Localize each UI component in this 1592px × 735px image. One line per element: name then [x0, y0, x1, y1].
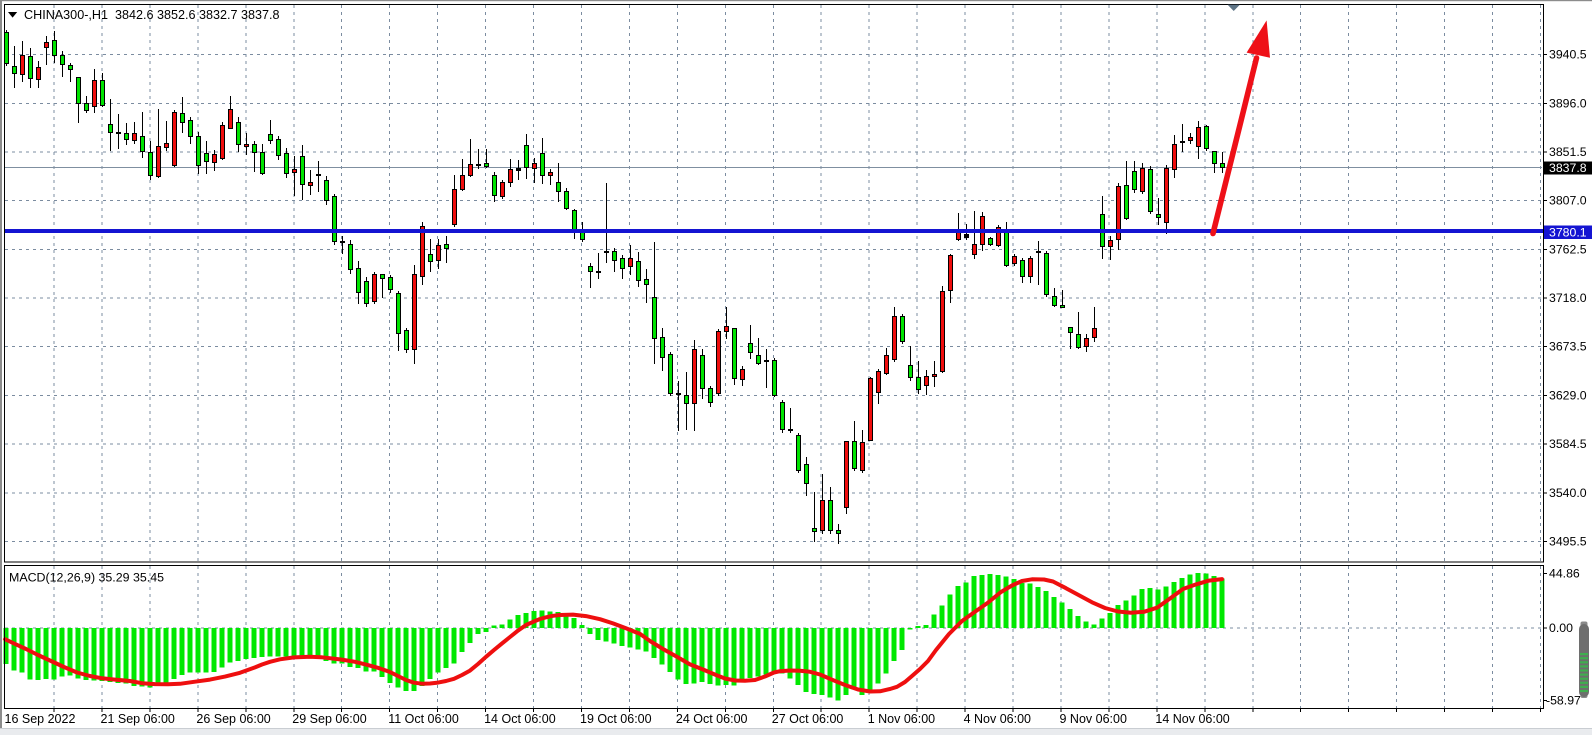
svg-text:-58.97: -58.97	[1546, 693, 1581, 707]
svg-text:3837.8: 3837.8	[1549, 161, 1587, 175]
svg-text:3807.0: 3807.0	[1549, 194, 1587, 208]
svg-text:0.00: 0.00	[1549, 621, 1573, 635]
svg-text:11 Oct 06:00: 11 Oct 06:00	[388, 712, 459, 726]
svg-text:3896.0: 3896.0	[1549, 96, 1587, 110]
svg-text:3851.5: 3851.5	[1549, 145, 1587, 159]
svg-text:CHINA300-,H1 3842.6 3852.6 38: CHINA300-,H1 3842.6 3852.6 3832.7 3837.8	[24, 8, 280, 22]
svg-text:9 Nov 06:00: 9 Nov 06:00	[1060, 712, 1127, 726]
svg-text:1 Nov 06:00: 1 Nov 06:00	[868, 712, 935, 726]
svg-text:21 Sep 06:00: 21 Sep 06:00	[101, 712, 175, 726]
svg-text:27 Oct 06:00: 27 Oct 06:00	[772, 712, 844, 726]
svg-text:MACD(12,26,9) 35.29 35.45: MACD(12,26,9) 35.29 35.45	[9, 571, 164, 585]
svg-text:3495.5: 3495.5	[1549, 535, 1587, 549]
svg-text:44.86: 44.86	[1549, 567, 1580, 581]
svg-text:29 Sep 06:00: 29 Sep 06:00	[292, 712, 366, 726]
svg-text:4 Nov 06:00: 4 Nov 06:00	[964, 712, 1031, 726]
svg-text:14 Nov 06:00: 14 Nov 06:00	[1155, 712, 1229, 726]
svg-text:3540.0: 3540.0	[1549, 486, 1587, 500]
svg-text:24 Oct 06:00: 24 Oct 06:00	[676, 712, 748, 726]
svg-text:16 Sep 2022: 16 Sep 2022	[5, 712, 76, 726]
svg-text:3629.0: 3629.0	[1549, 388, 1587, 402]
svg-text:3780.1: 3780.1	[1549, 225, 1587, 239]
svg-text:14 Oct 06:00: 14 Oct 06:00	[484, 712, 556, 726]
svg-text:3940.5: 3940.5	[1549, 48, 1587, 62]
svg-text:3762.5: 3762.5	[1549, 242, 1587, 256]
svg-text:19 Oct 06:00: 19 Oct 06:00	[580, 712, 652, 726]
svg-text:3673.5: 3673.5	[1549, 340, 1587, 354]
svg-text:26 Sep 06:00: 26 Sep 06:00	[196, 712, 270, 726]
svg-text:3584.5: 3584.5	[1549, 437, 1587, 451]
svg-text:3718.0: 3718.0	[1549, 291, 1587, 305]
